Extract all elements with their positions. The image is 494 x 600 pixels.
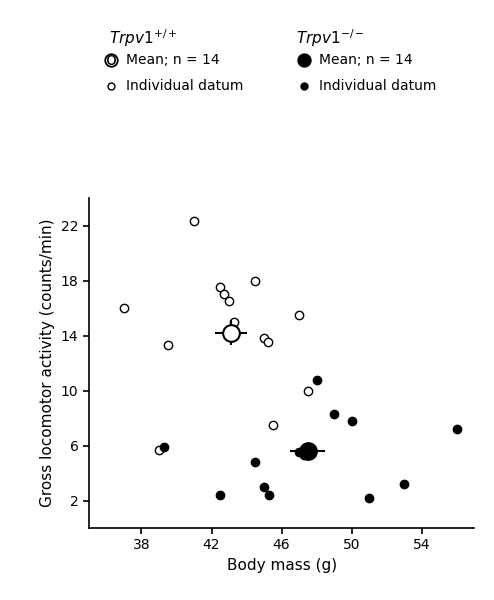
Point [220, 289, 228, 299]
Point [453, 424, 461, 434]
Point [269, 420, 277, 430]
Point [330, 409, 338, 419]
Point [251, 275, 259, 285]
Point [313, 374, 321, 384]
Point [295, 448, 303, 457]
Point [265, 490, 273, 500]
Point [304, 448, 312, 457]
Point [216, 490, 224, 500]
Point [160, 442, 168, 452]
Text: Individual datum: Individual datum [319, 79, 436, 93]
Point [251, 457, 259, 467]
Text: Mean; n = 14: Mean; n = 14 [126, 53, 220, 67]
Point [304, 386, 312, 395]
Point [120, 303, 128, 313]
Text: Mean; n = 14: Mean; n = 14 [319, 53, 412, 67]
Point [155, 445, 163, 454]
Point [365, 493, 373, 503]
Text: Individual datum: Individual datum [126, 79, 244, 93]
Point [300, 451, 308, 460]
Point [260, 482, 268, 491]
Point [225, 296, 233, 306]
Y-axis label: Gross locomotor activity (counts/min): Gross locomotor activity (counts/min) [40, 219, 55, 507]
Point [295, 310, 303, 320]
Text: $\mathit{Trpv1}^{+/+}$: $\mathit{Trpv1}^{+/+}$ [109, 27, 177, 49]
Text: o: o [106, 51, 117, 69]
Point [216, 283, 224, 292]
Text: $\mathit{Trpv1}^{-/-}$: $\mathit{Trpv1}^{-/-}$ [296, 27, 365, 49]
Point [230, 317, 238, 326]
Point [164, 340, 172, 350]
Point [260, 334, 268, 343]
X-axis label: Body mass (g): Body mass (g) [227, 558, 336, 573]
Point [190, 217, 198, 226]
Point [264, 338, 272, 347]
Point [400, 479, 408, 489]
Point [348, 416, 356, 425]
